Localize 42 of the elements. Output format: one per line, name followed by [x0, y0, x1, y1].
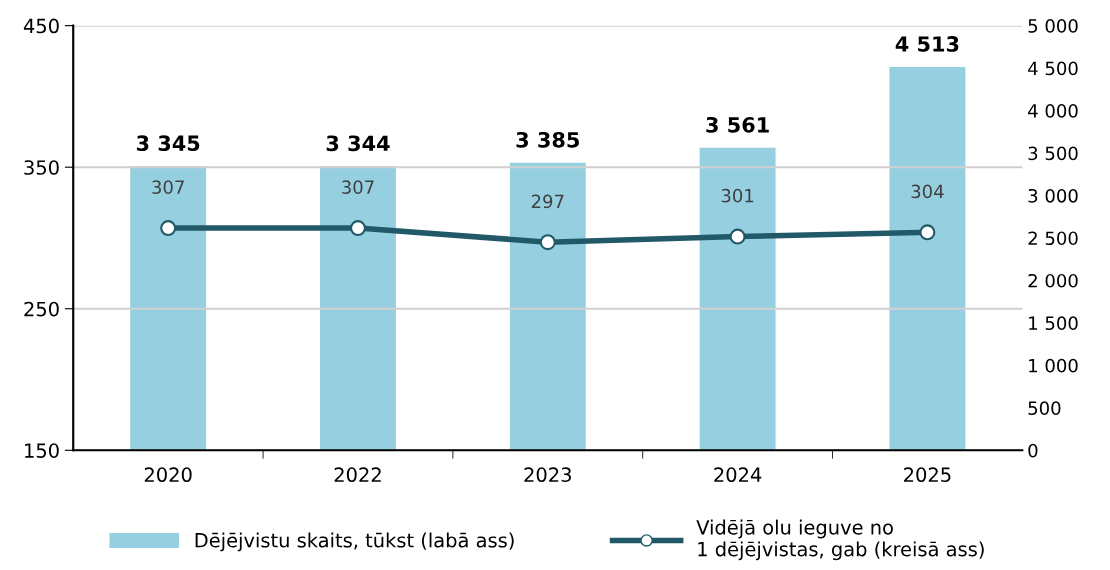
x-tick-label: 2024 [714, 467, 762, 483]
point [919, 224, 936, 241]
x-tick-label: 2022 [334, 467, 381, 483]
data-label: 297 [531, 194, 564, 209]
point [160, 220, 177, 237]
x-tick-label: 2020 [144, 467, 192, 483]
y2-tick-label: 4 000 [1028, 104, 1078, 118]
y2-tick-label: 1 500 [1029, 316, 1078, 331]
y2-tick-label: 0 [1028, 443, 1038, 458]
x-tick-label: 2023 [524, 467, 571, 483]
y-tick-label: 450 [23, 18, 59, 34]
y2-tick-label: 3 000 [1028, 188, 1078, 203]
bar [699, 147, 776, 451]
y-tick-label: 350 [24, 160, 59, 175]
point [539, 234, 556, 251]
bar [130, 166, 207, 451]
data-label: 301 [721, 188, 754, 203]
data-label: 307 [152, 180, 184, 195]
bar [320, 166, 396, 451]
y-tick-label: 250 [24, 301, 59, 317]
data-label: 3 345 [136, 135, 200, 152]
y2-tick-label: 3 500 [1028, 146, 1078, 161]
data-label: 307 [342, 180, 374, 195]
data-label: 3 561 [706, 116, 769, 133]
data-label: 304 [911, 184, 944, 199]
y-tick-label: 150 [25, 443, 59, 458]
y2-tick-label: 5 000 [1028, 19, 1078, 33]
data-label: 4 513 [895, 36, 959, 52]
data-label: 3 385 [516, 131, 579, 148]
y2-tick-label: 1 000 [1029, 358, 1078, 373]
y2-tick-label: 500 [1028, 401, 1061, 415]
y2-tick-label: 2 500 [1028, 231, 1078, 246]
data-label: 3 344 [326, 135, 390, 152]
point [729, 228, 746, 245]
y2-tick-label: 4 500 [1028, 61, 1078, 76]
point [349, 220, 366, 237]
y2-tick-label: 2 000 [1028, 273, 1078, 288]
x-tick-label: 2025 [904, 467, 951, 483]
bar [889, 67, 966, 451]
bar [509, 162, 586, 451]
legend-label: Dējējvistu skaits, tūkst (labā ass) [195, 532, 514, 552]
legend-label: Vidējā olu ieguve no 1 dējējvistas, gab (kreisā ass) [696, 519, 984, 561]
